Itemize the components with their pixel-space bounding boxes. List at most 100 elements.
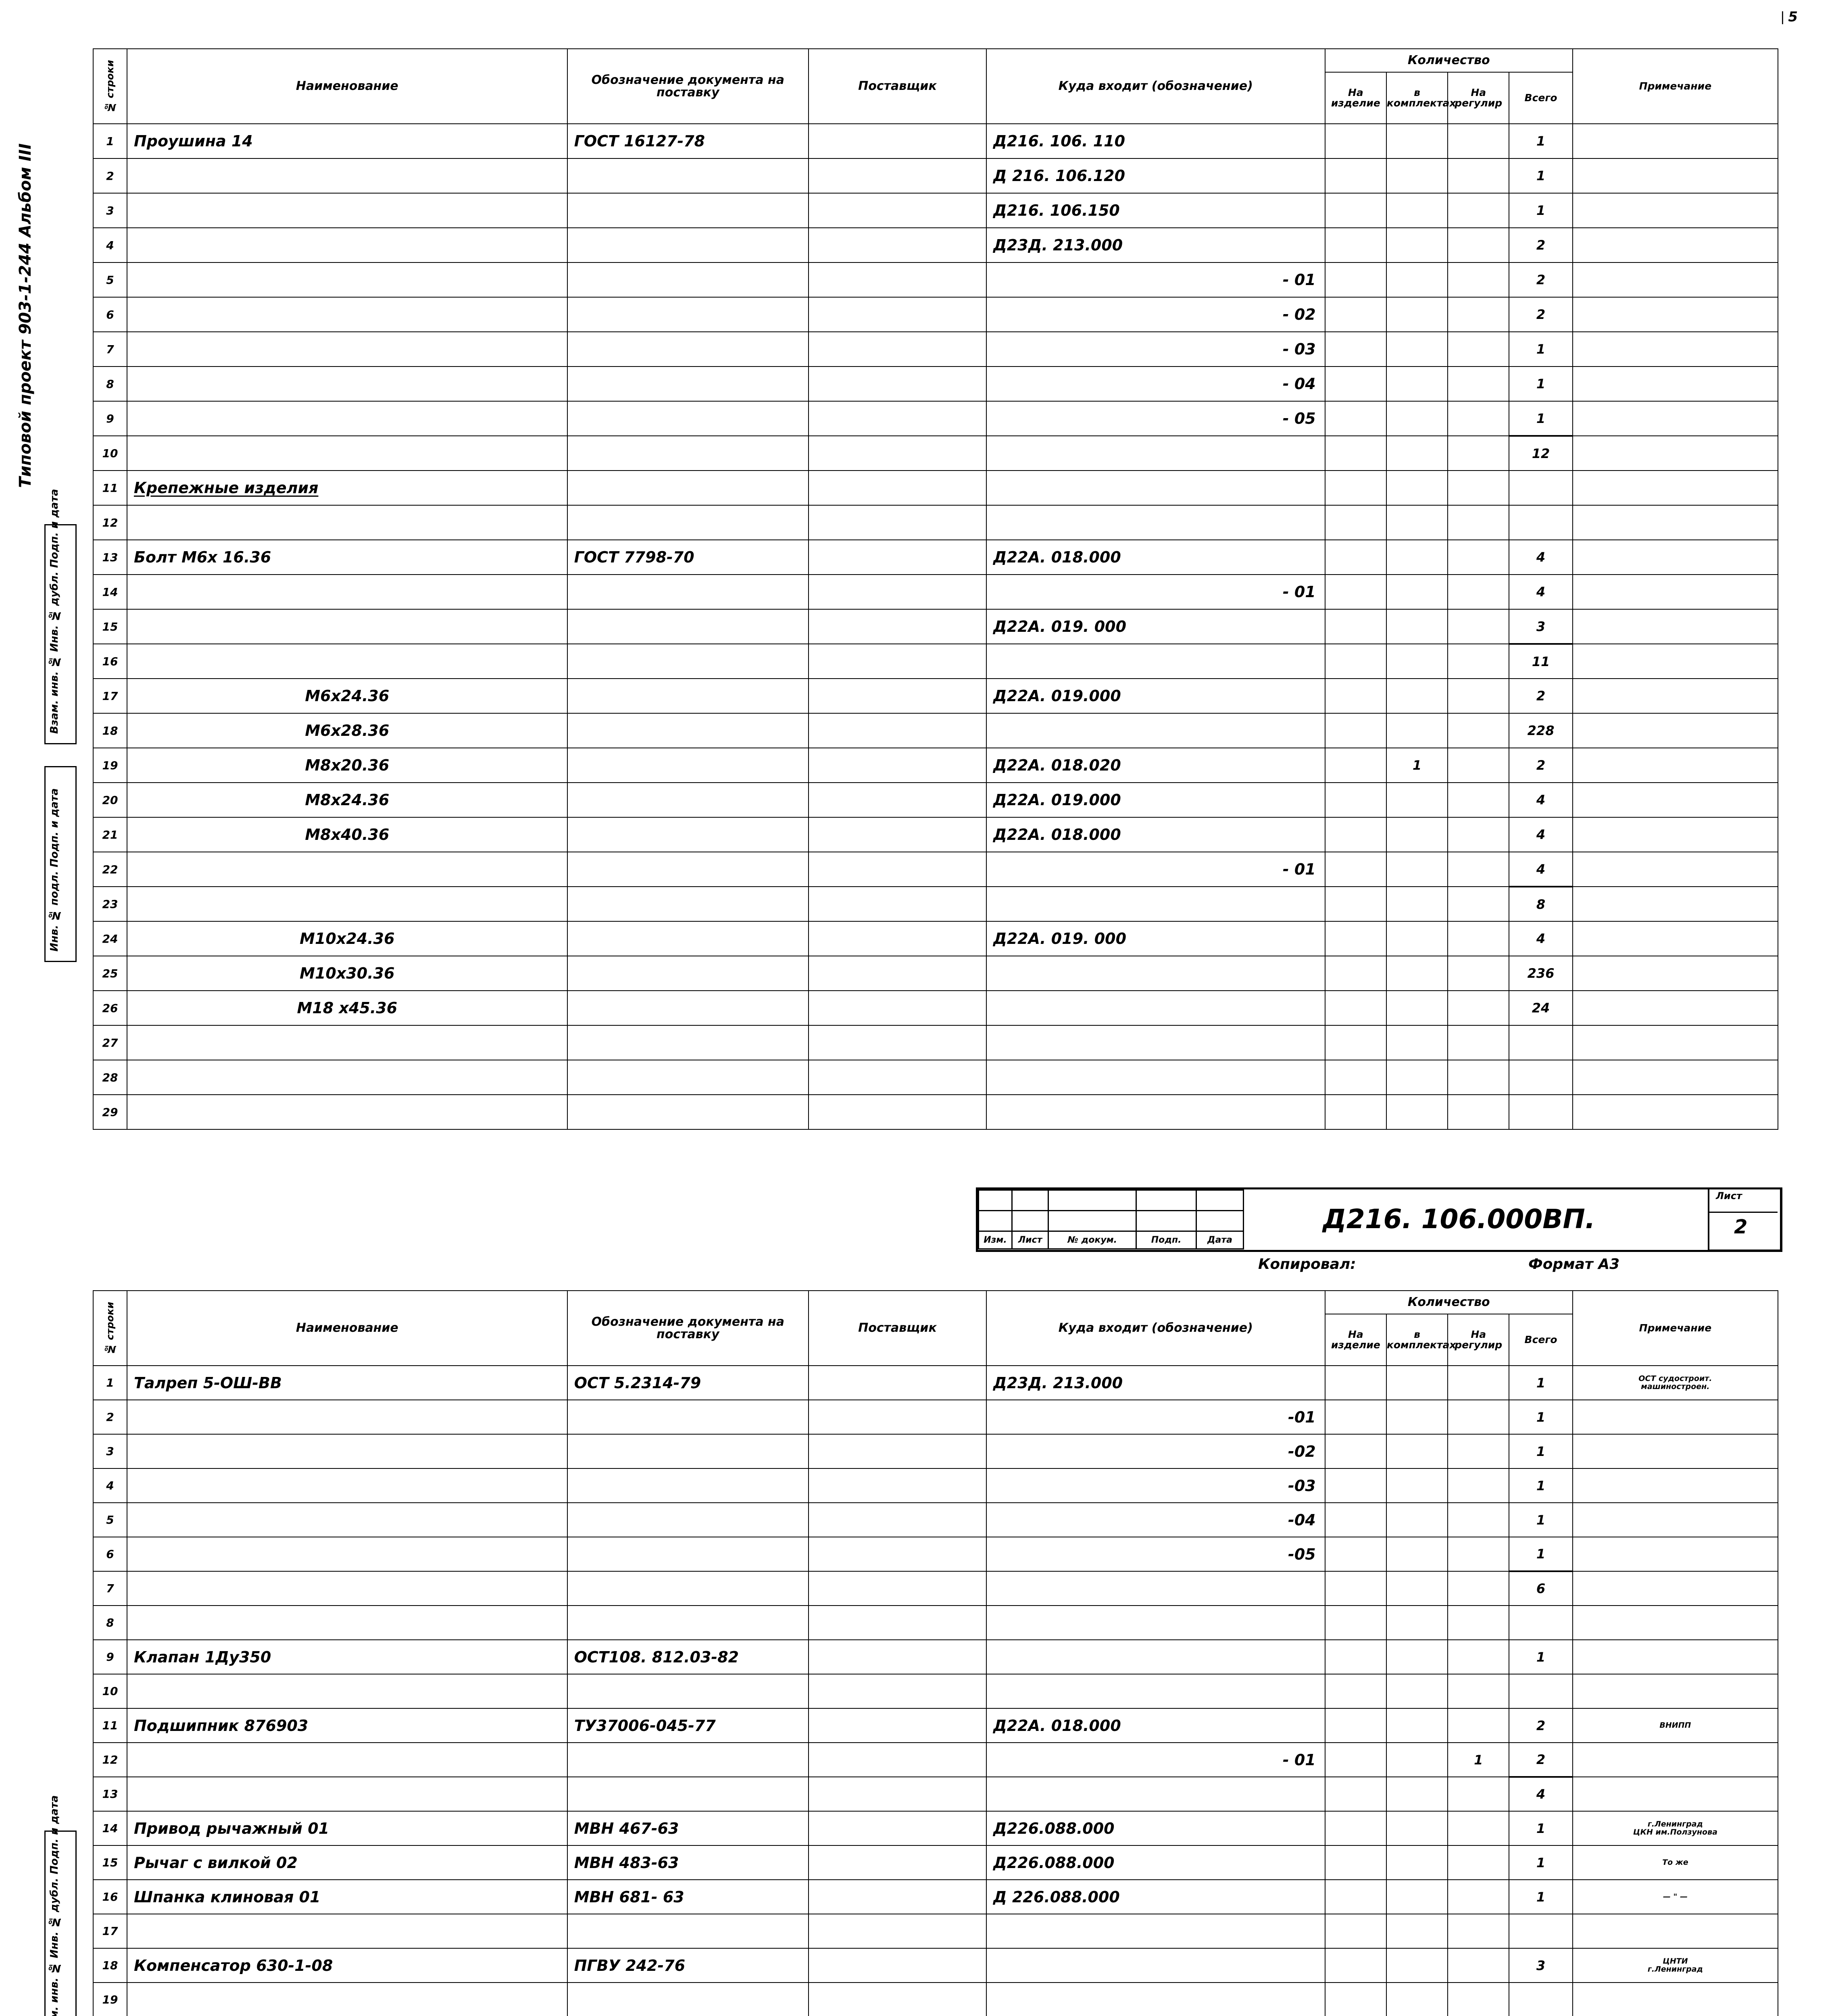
cell-doc [567,297,809,332]
cell-qty-kit [1386,1400,1448,1435]
cell-remark [1572,852,1779,887]
cell-qty-adj [1447,1948,1510,1983]
table-row: 10 [93,1674,1779,1709]
row-number: 17 [93,678,127,714]
cell-where [986,956,1325,991]
table-row: 7 - 03 1 [93,331,1779,367]
cell-where [986,1982,1325,2016]
cell-qty-adj [1447,1708,1510,1743]
cell-doc [567,574,809,610]
cell-qty-total: 4 [1509,852,1573,887]
cell-qty-adj [1447,921,1510,956]
cell-where [986,505,1325,540]
cell-supplier [808,990,987,1026]
cell-qty-total: 1 [1509,158,1573,194]
cell-qty-total: 2 [1509,1742,1573,1777]
cell-supplier [808,470,987,506]
table-row: 25 М10х30.36 236 [93,956,1779,991]
cell-qty-item [1324,748,1387,783]
cell-name: М18 х45.36 [126,990,568,1026]
cell-where: Д22А. 018.020 [986,748,1325,783]
cell-supplier [808,1605,987,1640]
cell-qty-total [1509,1094,1573,1130]
col-supplier: Поставщик [808,1290,987,1366]
row-number: 5 [93,1502,127,1537]
row-number: 16 [93,644,127,679]
col-doc: Обозначение документа на поставку [567,1290,809,1366]
copied-label-1: Копировал: [1258,1256,1356,1272]
cell-qty-total: 1 [1509,1434,1573,1469]
cell-qty-kit [1386,1434,1448,1469]
purchased-items-table-1: № строки Наименование Обозначение докуме… [93,48,1779,1130]
cell-remark [1572,644,1779,679]
cell-qty-kit [1386,817,1448,852]
cell-qty-item [1324,123,1387,159]
cell-where [986,1948,1325,1983]
cell-qty-adj [1447,852,1510,887]
col-doc: Обозначение документа на поставку [567,48,809,124]
cell-qty-total: 1 [1509,1400,1573,1435]
row-number: 14 [93,1811,127,1846]
col-name: Наименование [126,1290,568,1366]
row-number: 15 [93,609,127,644]
row-number: 19 [93,1982,127,2016]
cell-doc [567,852,809,887]
table-row: 29 [93,1094,1779,1130]
cell-supplier [808,817,987,852]
cell-doc [567,262,809,298]
cell-qty-total [1509,1060,1573,1095]
cell-doc [567,1776,809,1812]
cell-where [986,1025,1325,1060]
cell-qty-item [1324,956,1387,991]
designation-1: Д216. 106.000ВП. [1323,1204,1595,1235]
cell-qty-total: 4 [1509,574,1573,610]
cell-qty-item [1324,262,1387,298]
cell-name: М10х24.36 [126,921,568,956]
cell-qty-kit [1386,227,1448,263]
row-number: 1 [93,123,127,159]
cell-supplier [808,401,987,436]
cell-qty-total: 1 [1509,123,1573,159]
cell-doc [567,1914,809,1949]
cell-qty-total [1509,1025,1573,1060]
cell-name [126,1537,568,1572]
cell-qty-kit [1386,297,1448,332]
cell-name [126,1400,568,1435]
cell-doc [567,505,809,540]
cell-name [126,644,568,679]
cell-name [126,1776,568,1812]
cell-qty-kit [1386,1605,1448,1640]
row-number: 4 [93,1468,127,1503]
cell-qty-item [1324,1674,1387,1709]
cell-qty-item [1324,1468,1387,1503]
cell-remark [1572,1674,1779,1709]
cell-qty-adj [1447,1094,1510,1130]
col-where: Куда входит (обозначение) [986,1290,1325,1366]
cell-doc [567,1742,809,1777]
cell-remark: ЦНТИ г.Ленинград [1572,1948,1779,1983]
cell-name [126,1434,568,1469]
cell-supplier [808,1776,987,1812]
row-number: 13 [93,539,127,575]
cell-supplier [808,921,987,956]
cell-qty-kit [1386,921,1448,956]
cell-qty-total: 1 [1509,1845,1573,1880]
cell-remark [1572,748,1779,783]
table-row: 9 Клапан 1Ду350 ОСТ108. 812.03-82 1 [93,1639,1779,1674]
cell-name [126,852,568,887]
table-row: 11 Крепежные изделия [93,470,1779,506]
cell-qty-total: 1 [1509,366,1573,402]
cell-remark [1572,817,1779,852]
cell-qty-adj [1447,297,1510,332]
table-row: 2 -01 1 [93,1400,1779,1435]
cell-remark [1572,1537,1779,1572]
cell-supplier [808,1537,987,1572]
cell-name: Подшипник 876903 [126,1708,568,1743]
cell-qty-item [1324,713,1387,748]
cell-where: -02 [986,1434,1325,1469]
cell-qty-total: 236 [1509,956,1573,991]
cell-qty-total [1509,470,1573,506]
cell-qty-item [1324,227,1387,263]
cell-doc [567,193,809,228]
